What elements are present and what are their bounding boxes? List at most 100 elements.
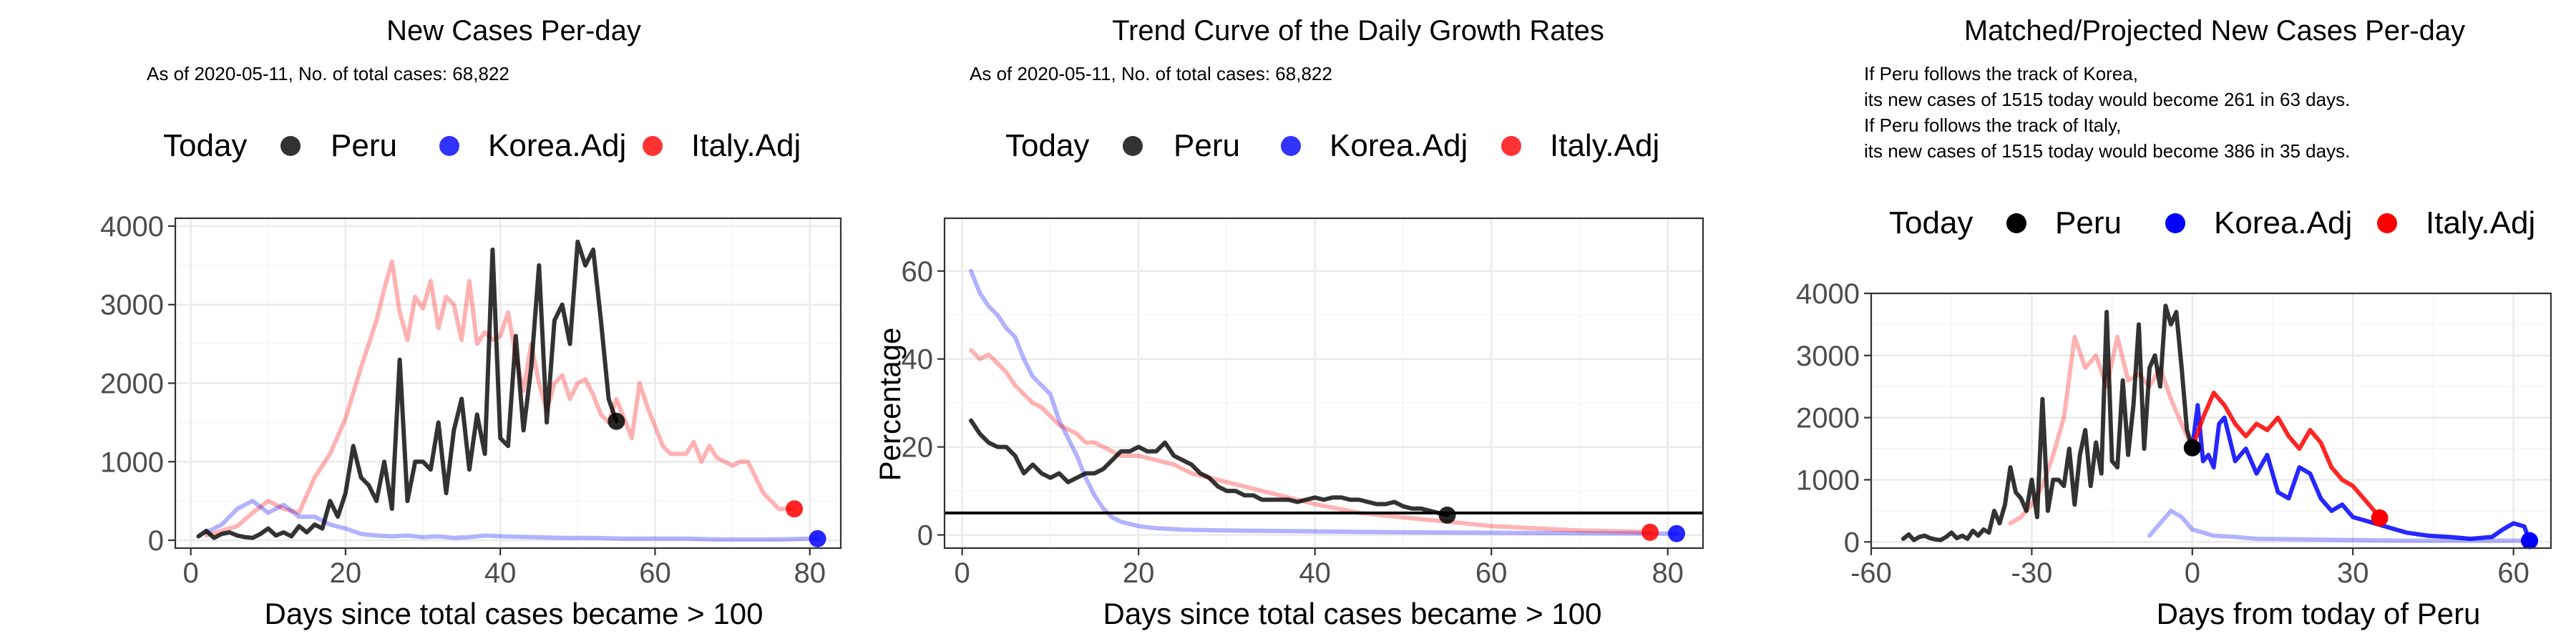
legend-key-italy bbox=[1501, 136, 1521, 156]
legend: Today Peru Korea.Adj Italy.Adj bbox=[163, 128, 801, 163]
legend-key-korea bbox=[2165, 213, 2185, 233]
y-tick-label: 20 bbox=[902, 432, 934, 464]
today-point-italy-adj bbox=[2371, 509, 2389, 527]
gridlines bbox=[1870, 292, 2551, 548]
series-line-italy-adj bbox=[969, 348, 1652, 535]
series-line-korea-adj bbox=[969, 268, 1679, 536]
x-axis-label: Days since total cases became > 100 bbox=[265, 597, 763, 630]
axis-ticks: 0 20 40 60 80 0 20 40 60 bbox=[902, 256, 1684, 589]
axis-ticks: -60 -30 0 30 60 0 1000 2000 3000 4000 bbox=[1796, 278, 2529, 589]
y-tick-label: 60 bbox=[902, 256, 934, 288]
panel-border bbox=[1870, 292, 2552, 550]
chart-daily-growth-rates: Trend Curve of the Daily Growth Rates As… bbox=[873, 15, 1704, 630]
legend-title: Today bbox=[163, 128, 247, 163]
series-line-korea-adj-projected bbox=[2190, 403, 2532, 543]
x-tick-label: 80 bbox=[794, 557, 826, 589]
legend-key-korea bbox=[439, 136, 459, 156]
y-tick-label: 4000 bbox=[1796, 278, 1860, 310]
annotation-line-1: If Peru follows the track of Korea, bbox=[1864, 63, 2138, 84]
data-series bbox=[969, 268, 1679, 536]
legend-key-italy bbox=[2377, 213, 2397, 233]
y-tick-label: 40 bbox=[902, 344, 934, 376]
series-line-korea-adj bbox=[204, 499, 820, 542]
legend-key-italy bbox=[643, 136, 663, 156]
data-series bbox=[196, 239, 820, 542]
legend: Today Peru Korea.Adj Italy.Adj bbox=[1005, 128, 1659, 163]
x-tick-label: 0 bbox=[955, 557, 970, 589]
panel-border bbox=[943, 217, 1704, 550]
today-points bbox=[1438, 506, 1686, 542]
panel-background bbox=[945, 218, 1703, 548]
legend-label-peru: Peru bbox=[1174, 128, 1240, 163]
legend-title: Today bbox=[1005, 128, 1089, 163]
y-tick-label: 0 bbox=[917, 520, 933, 552]
x-tick-label: -60 bbox=[1850, 557, 1892, 589]
y-tick-label: 0 bbox=[148, 525, 164, 557]
x-tick-label: 0 bbox=[183, 557, 199, 589]
chart-title: Matched/Projected New Cases Per-day bbox=[1964, 15, 2465, 47]
gridlines bbox=[945, 218, 1703, 548]
today-point-peru bbox=[608, 412, 625, 430]
x-tick-label: 60 bbox=[639, 557, 671, 589]
series-line-peru bbox=[1901, 303, 2195, 542]
annotation-line-2: its new cases of 1515 today would become… bbox=[1864, 89, 2350, 110]
y-tick-label: 2000 bbox=[100, 369, 164, 400]
legend-label-peru: Peru bbox=[331, 128, 397, 163]
legend-key-peru bbox=[2006, 213, 2026, 233]
chart-subtitle: As of 2020-05-11, No. of total cases: 68… bbox=[970, 63, 1332, 84]
x-tick-label: 40 bbox=[484, 557, 517, 589]
chart-title: Trend Curve of the Daily Growth Rates bbox=[1112, 15, 1604, 47]
y-tick-label: 2000 bbox=[1796, 403, 1860, 434]
legend-key-peru bbox=[280, 136, 301, 156]
today-points bbox=[608, 412, 826, 547]
legend-key-korea bbox=[1281, 136, 1301, 156]
today-point-korea-adj bbox=[2521, 532, 2539, 550]
y-tick-label: 4000 bbox=[100, 211, 164, 243]
legend-label-italy: Italy.Adj bbox=[2426, 205, 2535, 240]
today-points bbox=[2183, 439, 2539, 550]
today-point-italy-adj bbox=[1641, 523, 1659, 541]
x-axis-label: Days from today of Peru bbox=[2157, 597, 2481, 630]
chart-subtitle: As of 2020-05-11, No. of total cases: 68… bbox=[147, 63, 509, 84]
legend-label-peru: Peru bbox=[2055, 205, 2122, 240]
y-tick-label: 3000 bbox=[1796, 341, 1860, 372]
x-tick-label: 60 bbox=[1475, 557, 1508, 589]
legend: Today Peru Korea.Adj Italy.Adj bbox=[1889, 205, 2535, 240]
x-tick-label: 20 bbox=[1123, 557, 1155, 589]
y-tick-label: 0 bbox=[1844, 527, 1860, 558]
today-point-korea-adj bbox=[809, 530, 826, 547]
x-axis-label: Days since total cases became > 100 bbox=[1103, 597, 1602, 630]
chart-matched-projected: Matched/Projected New Cases Per-day If P… bbox=[1796, 15, 2552, 630]
legend-label-korea: Korea.Adj bbox=[2214, 205, 2352, 240]
x-tick-label: 30 bbox=[2337, 557, 2369, 589]
today-point-peru bbox=[2183, 439, 2201, 457]
legend-label-korea: Korea.Adj bbox=[1330, 128, 1468, 163]
series-line-peru bbox=[969, 418, 1450, 517]
y-tick-label: 3000 bbox=[100, 290, 164, 321]
x-tick-label: 40 bbox=[1299, 557, 1331, 589]
y-axis-label: Percentage bbox=[873, 328, 907, 482]
axis-ticks: 0 20 40 60 80 0 1000 2000 3000 4000 bbox=[100, 211, 826, 589]
chart-new-cases-per-day: New Cases Per-day As of 2020-05-11, No. … bbox=[100, 15, 842, 630]
today-point-peru bbox=[1438, 506, 1456, 524]
series-line-peru bbox=[196, 239, 619, 540]
panel-background bbox=[1871, 293, 2551, 548]
annotation-line-3: If Peru follows the track of Italy, bbox=[1864, 114, 2121, 136]
y-tick-label: 1000 bbox=[1796, 464, 1860, 496]
data-series bbox=[1901, 303, 2532, 543]
legend-label-korea: Korea.Adj bbox=[488, 128, 626, 163]
x-tick-label: 20 bbox=[330, 557, 362, 589]
legend-title: Today bbox=[1889, 205, 1973, 240]
series-line-italy-adj-projected bbox=[2190, 390, 2382, 520]
x-tick-label: -30 bbox=[2011, 557, 2053, 589]
series-line-korea-adj-matched-past bbox=[2147, 508, 2532, 543]
legend-key-peru bbox=[1123, 136, 1143, 156]
x-tick-label: 80 bbox=[1652, 557, 1684, 589]
y-tick-label: 1000 bbox=[100, 447, 164, 478]
legend-label-italy: Italy.Adj bbox=[1550, 128, 1659, 163]
x-tick-label: 60 bbox=[2497, 557, 2529, 589]
series-line-italy-adj bbox=[204, 259, 797, 538]
x-tick-label: 0 bbox=[2185, 557, 2200, 589]
chart-title: New Cases Per-day bbox=[386, 15, 641, 47]
